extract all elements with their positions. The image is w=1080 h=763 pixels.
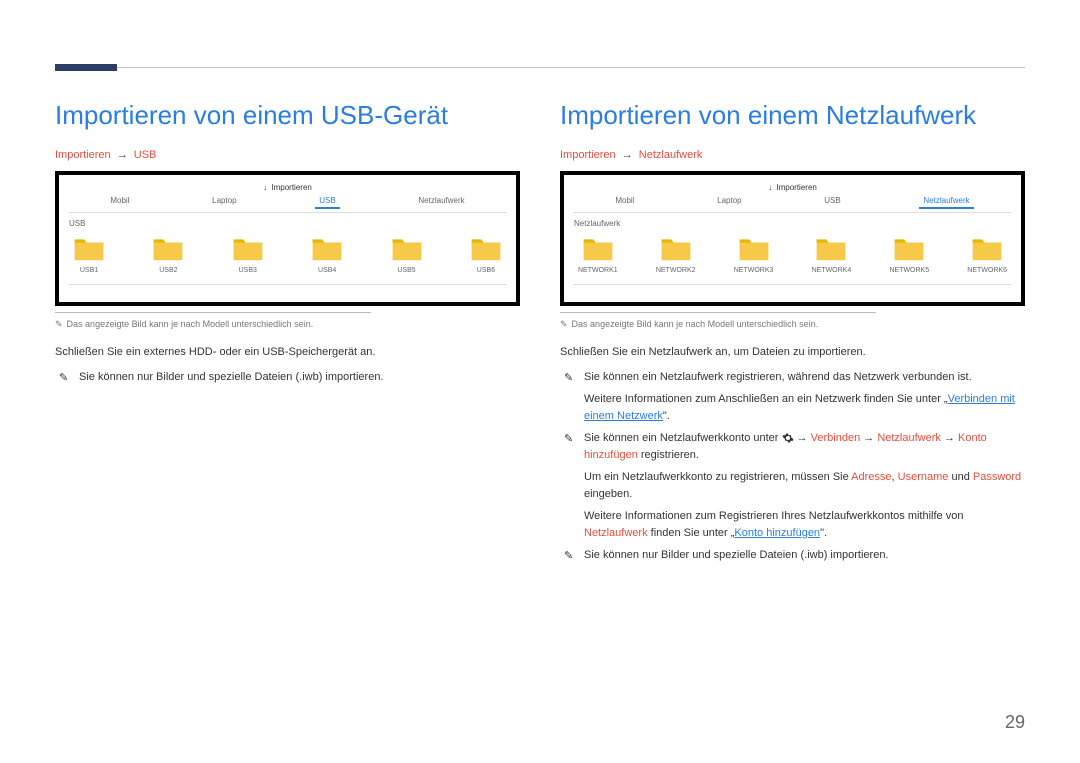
folder-item[interactable]: NETWORK2: [656, 236, 696, 274]
sub-item-net-1: Weitere Informationen zum Anschließen an…: [560, 391, 1025, 424]
text: Weitere Informationen zum Registrieren I…: [584, 510, 963, 522]
breadcrumb-net: Importieren → Netzlaufwerk: [560, 149, 1025, 161]
top-accent-bar: [55, 64, 117, 71]
folder-item[interactable]: USB4: [311, 236, 343, 274]
text: Weitere Informationen zum Anschließen an…: [584, 393, 948, 405]
pencil-icon: ✎: [564, 431, 573, 448]
download-icon: ↓: [263, 183, 267, 192]
folder-item[interactable]: NETWORK3: [734, 236, 774, 274]
list-item-net-3: ✎ Sie können nur Bilder und spezielle Da…: [560, 547, 1025, 564]
tab-mobil[interactable]: Mobil: [611, 196, 638, 209]
bullet-text: Sie können nur Bilder und spezielle Date…: [584, 549, 889, 561]
sub-item-net-2: Um ein Netzlaufwerkkonto zu registrieren…: [560, 469, 1025, 502]
path-verbinden: Verbinden: [811, 432, 861, 444]
folders-usb: USB1 USB2 USB3 USB4 USB5 USB6: [69, 236, 506, 285]
breadcrumb-part-1: Importieren: [560, 149, 616, 161]
pencil-icon: ✎: [564, 370, 573, 387]
arrow-icon: →: [863, 432, 877, 444]
arrow-icon: →: [622, 149, 633, 161]
tab-usb[interactable]: USB: [315, 196, 339, 209]
path-netzlaufwerk: Netzlaufwerk: [877, 432, 941, 444]
divider: [560, 312, 876, 313]
tabs-usb: Mobil Laptop USB Netzlaufwerk: [69, 196, 506, 213]
left-column: Importieren von einem USB-Gerät Importie…: [55, 100, 520, 570]
top-rule: [55, 67, 1025, 68]
folder-item[interactable]: USB3: [232, 236, 264, 274]
folder-item[interactable]: USB1: [73, 236, 105, 274]
shot-sublabel: USB: [69, 219, 506, 228]
text: ".: [663, 410, 670, 422]
gear-icon: [782, 432, 794, 444]
folder-item[interactable]: NETWORK4: [812, 236, 852, 274]
list-item-usb-1: ✎ Sie können nur Bilder und spezielle Da…: [55, 369, 520, 386]
bullet-text: Sie können ein Netzlaufwerk registrieren…: [584, 371, 972, 383]
caption-text: Das angezeigte Bild kann je nach Modell …: [572, 319, 819, 329]
arrow-icon: →: [797, 432, 811, 444]
arrow-icon: →: [944, 432, 958, 444]
text: registrieren.: [638, 449, 699, 461]
screenshot-net: ↓ Importieren Mobil Laptop USB Netzlaufwerk…: [560, 171, 1025, 306]
sub-item-net-3: Weitere Informationen zum Registrieren I…: [560, 508, 1025, 541]
tab-netzlaufwerk[interactable]: Netzlaufwerk: [414, 196, 468, 209]
shot-header-text: Importieren: [271, 183, 311, 192]
body-text-net: Schließen Sie ein Netzlaufwerk an, um Da…: [560, 344, 1025, 361]
folder-item[interactable]: NETWORK1: [578, 236, 618, 274]
page-number: 29: [1005, 712, 1025, 733]
arrow-icon: →: [117, 149, 128, 161]
divider: [55, 312, 371, 313]
text: finden Sie unter „: [648, 527, 735, 539]
tab-laptop[interactable]: Laptop: [713, 196, 745, 209]
right-column: Importieren von einem Netzlaufwerk Impor…: [560, 100, 1025, 570]
text: ".: [820, 527, 827, 539]
shot-header: ↓ Importieren: [69, 183, 506, 192]
body-text-usb: Schließen Sie ein externes HDD- oder ein…: [55, 344, 520, 361]
tab-mobil[interactable]: Mobil: [106, 196, 133, 209]
shot-header-text: Importieren: [776, 183, 816, 192]
list-item-net-1: ✎ Sie können ein Netzlaufwerk registrier…: [560, 369, 1025, 386]
folder-item[interactable]: USB5: [391, 236, 423, 274]
netzlaufwerk: Netzlaufwerk: [584, 527, 648, 539]
breadcrumb-usb: Importieren → USB: [55, 149, 520, 161]
adresse: Adresse: [851, 471, 891, 483]
section-title-usb: Importieren von einem USB-Gerät: [55, 100, 520, 131]
pencil-icon: ✎: [560, 319, 568, 329]
list-item-net-2: ✎ Sie können ein Netzlaufwerkkonto unter…: [560, 430, 1025, 463]
pencil-icon: ✎: [55, 319, 63, 329]
tab-usb[interactable]: USB: [820, 196, 844, 209]
link-konto[interactable]: Konto hinzufügen: [734, 527, 820, 539]
folders-net: NETWORK1 NETWORK2 NETWORK3 NETWORK4 NETWORK5…: [574, 236, 1011, 285]
breadcrumb-part-2: Netzlaufwerk: [639, 149, 703, 161]
folder-item[interactable]: USB6: [470, 236, 502, 274]
folder-item[interactable]: NETWORK6: [967, 236, 1007, 274]
tab-netzlaufwerk[interactable]: Netzlaufwerk: [919, 196, 973, 209]
text: und: [948, 471, 972, 483]
caption-text: Das angezeigte Bild kann je nach Modell …: [67, 319, 314, 329]
bullet-text: Sie können nur Bilder und spezielle Date…: [79, 371, 384, 383]
screenshot-usb: ↓ Importieren Mobil Laptop USB Netzlaufwerk…: [55, 171, 520, 306]
folder-item[interactable]: USB2: [152, 236, 184, 274]
shot-header: ↓ Importieren: [574, 183, 1011, 192]
shot-sublabel: Netzlaufwerk: [574, 219, 1011, 228]
download-icon: ↓: [768, 183, 772, 192]
section-title-net: Importieren von einem Netzlaufwerk: [560, 100, 1025, 131]
text: eingeben.: [584, 488, 632, 500]
password: Password: [973, 471, 1021, 483]
text: Sie können ein Netzlaufwerkkonto unter: [584, 432, 782, 444]
username: Username: [898, 471, 949, 483]
caption-net: ✎ Das angezeigte Bild kann je nach Modell…: [560, 319, 1025, 330]
breadcrumb-part-1: Importieren: [55, 149, 111, 161]
pencil-icon: ✎: [59, 370, 68, 387]
text: Um ein Netzlaufwerkkonto zu registrieren…: [584, 471, 851, 483]
folder-item[interactable]: NETWORK5: [889, 236, 929, 274]
pencil-icon: ✎: [564, 548, 573, 565]
caption-usb: ✎ Das angezeigte Bild kann je nach Modell…: [55, 319, 520, 330]
tab-laptop[interactable]: Laptop: [208, 196, 240, 209]
breadcrumb-part-2: USB: [134, 149, 157, 161]
tabs-net: Mobil Laptop USB Netzlaufwerk: [574, 196, 1011, 213]
